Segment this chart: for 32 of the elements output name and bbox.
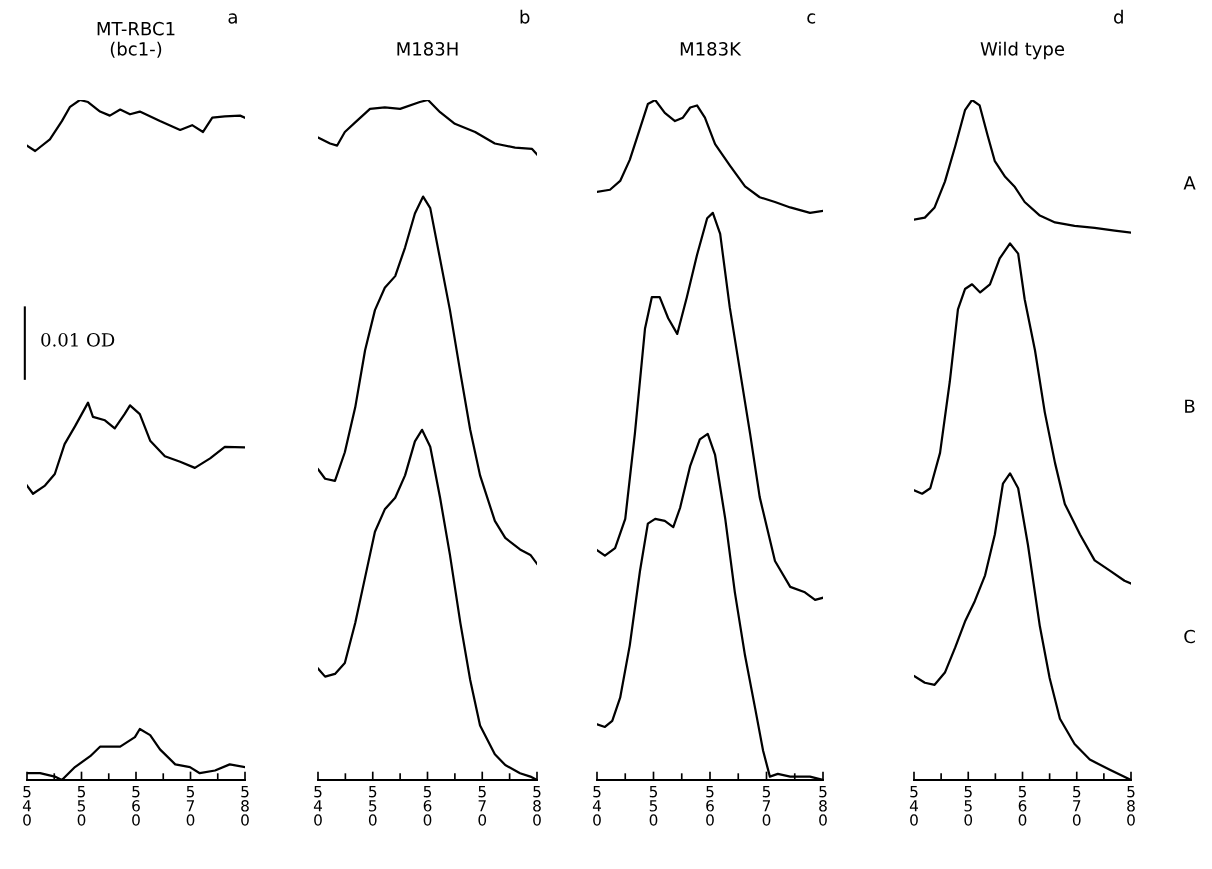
chart-title: M183K	[680, 42, 742, 56]
text: C	[1184, 629, 1195, 644]
text: B	[1185, 399, 1195, 413]
x-tick-label: 5 7 0	[762, 786, 771, 826]
x-tick-label: 5 7 0	[1072, 786, 1081, 826]
x-tick-label: 5 4 0	[592, 786, 601, 826]
x-tick-label: 5 7 0	[478, 786, 487, 826]
chart-title: Wild type	[980, 41, 1065, 60]
text: A	[1183, 176, 1196, 190]
x-tick-label: 5 5 0	[368, 786, 377, 826]
text: a	[228, 13, 237, 24]
x-tick-label: 5 6 0	[423, 786, 432, 826]
x-tick-label: 5 8 0	[533, 786, 541, 826]
text: b	[520, 9, 530, 24]
x-tick-label: 5 8 0	[1127, 786, 1135, 826]
x-tick-label: 5 5 0	[77, 786, 86, 826]
x-tick-label: 5 7 0	[186, 786, 195, 826]
chart-title: MT-RBC1 (bc1-)	[97, 21, 175, 58]
x-tick-label: 5 4 0	[909, 786, 918, 826]
x-tick-label: 5 5 0	[649, 786, 658, 826]
x-tick-label: 5 8 0	[819, 786, 827, 826]
chart-title: M183H	[397, 42, 458, 56]
x-tick-label: 5 6 0	[706, 786, 714, 826]
text: c	[807, 13, 816, 24]
x-tick-label: 5 6 0	[1018, 786, 1027, 826]
x-tick-label: 5 5 0	[964, 786, 973, 826]
x-tick-label: 5 6 0	[132, 786, 140, 826]
x-tick-label: 5 4 0	[22, 786, 31, 826]
annotation: 0.01 OD	[41, 332, 115, 347]
text: d	[1114, 9, 1123, 24]
x-tick-label: 5 8 0	[241, 786, 249, 826]
x-tick-label: 5 4 0	[313, 786, 322, 826]
